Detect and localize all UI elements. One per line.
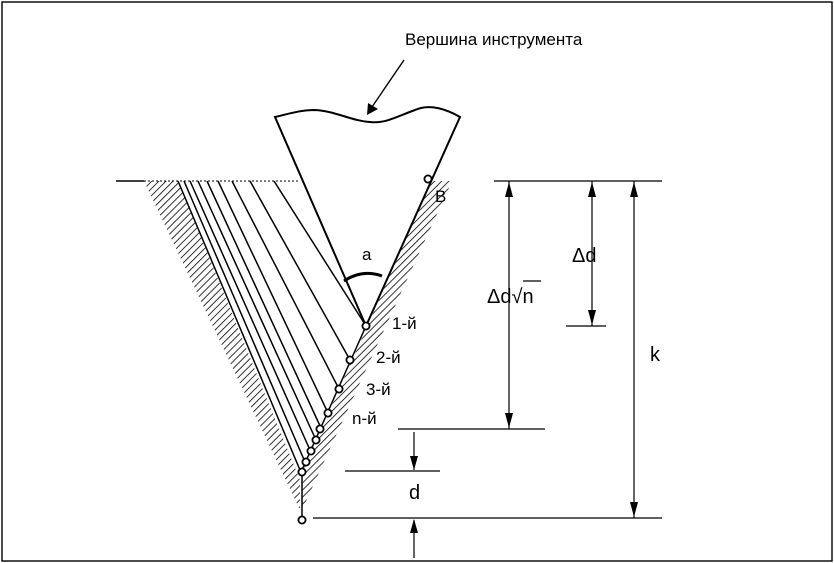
k-arrow-bottom: [630, 502, 638, 517]
pass-lines: [177, 180, 367, 471]
bottom-point: [297, 515, 307, 525]
pass-2-point: [345, 355, 355, 365]
d-arrow-top: [410, 456, 418, 470]
pass-1-point: [361, 321, 371, 331]
delta-d-sqrt-n-arrow-bottom: [505, 413, 513, 428]
pass-3-point: [334, 384, 344, 394]
title-pointer-line: [371, 59, 405, 108]
title-pointer-arrowhead: [367, 103, 378, 115]
pass-1-label: 1-й: [392, 314, 417, 333]
tool-body: [273, 106, 462, 329]
d-arrow-bottom: [410, 519, 418, 533]
delta-d-arrow-bottom: [588, 310, 596, 325]
delta-d-sqrt-n-label: Δd√n: [487, 286, 534, 308]
title-label: Вершина инструмента: [405, 30, 583, 49]
pass-2-label: 2-й: [376, 348, 401, 367]
angle-label: a: [362, 245, 372, 264]
hatched-left-flank: [144, 181, 300, 510]
k-label: k: [650, 344, 661, 366]
delta-d-sqrt-n-arrow-top: [505, 182, 513, 197]
pass-3-label: 3-й: [366, 380, 391, 399]
delta-d-label: Δd: [572, 245, 596, 267]
angle-arc: [343, 271, 383, 283]
hatched-right-flank: [302, 181, 452, 510]
k-arrow-top: [630, 182, 638, 197]
point-b-marker: [423, 174, 433, 184]
d-label: d: [409, 482, 420, 504]
pass-n-point: [323, 408, 333, 418]
flank-points: [297, 174, 433, 525]
flank-line: [301, 325, 367, 471]
point-b-label: В: [435, 187, 446, 206]
delta-d-arrow-top: [588, 182, 596, 197]
pass-n-label: n-й: [352, 409, 377, 428]
